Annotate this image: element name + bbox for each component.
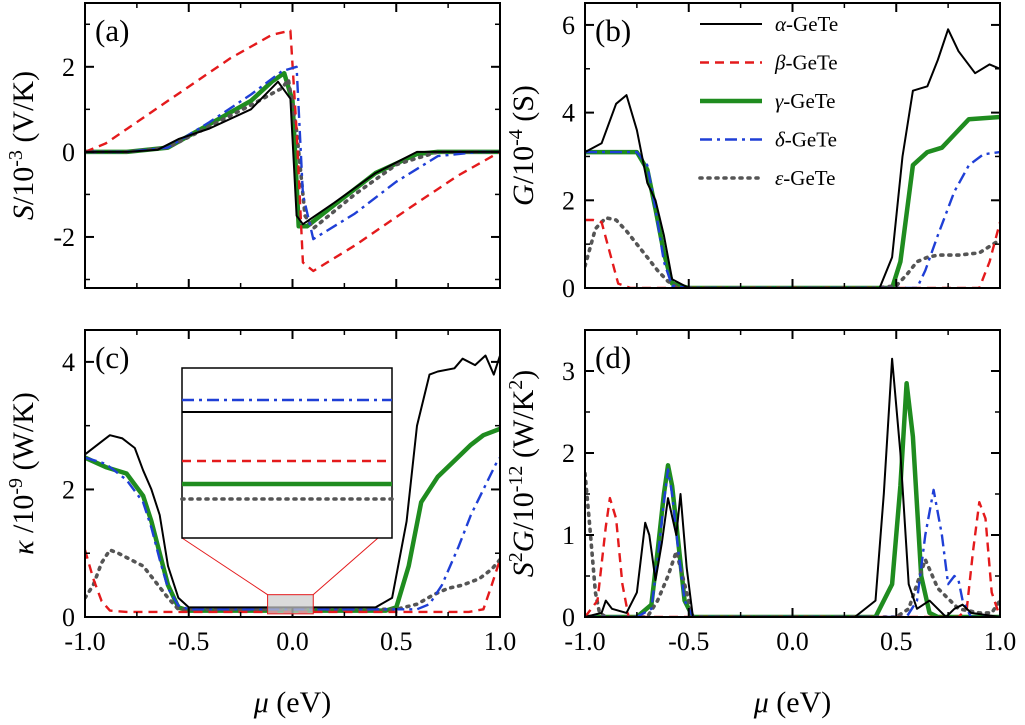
- axes-frame: [584, 329, 1001, 618]
- series-line-β-GeTe: [585, 218, 1000, 288]
- series-line-β-GeTe: [585, 496, 1000, 617]
- x-tick-label: -1.0: [64, 627, 105, 656]
- series-line-ε-GeTe: [85, 77, 500, 231]
- series-line-β-GeTe: [85, 549, 500, 614]
- y-tick-label: 3: [562, 357, 575, 386]
- legend-label: γ-GeTe: [775, 89, 835, 113]
- panel-label: (c): [95, 340, 129, 375]
- series-group: [585, 357, 1000, 617]
- y-tick-label: 0: [62, 138, 75, 167]
- y-tick-label: 6: [562, 11, 575, 40]
- series-line-γ-GeTe: [585, 381, 1000, 617]
- x-tick-label: 1.0: [984, 627, 1017, 656]
- series-group: [585, 28, 1000, 288]
- series-group: [85, 29, 500, 273]
- x-axis-label: μ (eV): [253, 686, 332, 719]
- x-tick-label: 0.0: [776, 627, 809, 656]
- y-tick-label: 4: [62, 348, 75, 377]
- legend: α-GeTe β-GeTe γ-GeTe δ-GeTe ε-GeTe: [698, 12, 838, 190]
- inset: [180, 367, 394, 615]
- series-line-ε-GeTe: [585, 471, 1000, 617]
- zoom-connector: [312, 537, 379, 596]
- series-line-α-GeTe: [585, 357, 1000, 617]
- legend-label: β-GeTe: [774, 51, 838, 75]
- x-tick-label: 1.0: [484, 627, 517, 656]
- y-tick-label: -2: [53, 223, 75, 252]
- legend-label: δ-GeTe: [775, 128, 837, 152]
- legend-label: ε-GeTe: [775, 166, 835, 190]
- zoom-connector: [181, 537, 268, 596]
- y-tick-label: 4: [562, 99, 575, 128]
- panel-label: (a): [95, 13, 129, 48]
- y-axis-label: S2G/10-12 (W/K2): [505, 370, 540, 578]
- x-tick-label: -1.0: [564, 627, 605, 656]
- x-tick-label: 0.5: [880, 627, 913, 656]
- x-axis-label: μ (eV): [753, 686, 832, 719]
- y-tick-label: 2: [562, 186, 575, 215]
- y-tick-label: 0: [562, 274, 575, 303]
- series-line-α-GeTe: [85, 80, 500, 226]
- panel-label: (d): [595, 340, 631, 375]
- series-line-α-GeTe: [585, 28, 1000, 288]
- panel-2: -1.0 -0.5 0.0 0.5 1.0 0 2 4 (c) κ /10-9 (W/K) μ (e…: [5, 329, 517, 719]
- series-line-δ-GeTe: [85, 65, 500, 241]
- series-line-δ-GeTe: [585, 468, 1000, 617]
- y-axis-label: G/10-4 (S): [505, 85, 540, 206]
- y-axis-label: κ /10-9 (W/K): [5, 392, 40, 555]
- panel-label: (b): [595, 13, 631, 48]
- y-tick-label: 1: [562, 521, 575, 550]
- panel-0: -2 0 2 (a) S/10-3 (V/K): [5, 2, 501, 289]
- series-line-ε-GeTe: [85, 548, 500, 612]
- series-line-ε-GeTe: [585, 216, 1000, 288]
- x-tick-label: -0.5: [668, 627, 709, 656]
- y-tick-label: 2: [62, 475, 75, 504]
- zoom-region: [267, 594, 314, 615]
- series-line-α-GeTe: [85, 354, 500, 609]
- y-axis-label: S/10-3 (V/K): [5, 71, 40, 220]
- panel-1: 0 2 4 6 (b) G/10-4 (S): [505, 2, 1001, 303]
- y-tick-label: 2: [62, 53, 75, 82]
- legend-label: α-GeTe: [775, 12, 838, 36]
- y-tick-label: 2: [562, 439, 575, 468]
- y-tick-label: 0: [62, 603, 75, 632]
- x-tick-label: 0.0: [276, 627, 309, 656]
- y-tick-label: 0: [562, 603, 575, 632]
- series-line-β-GeTe: [85, 29, 500, 273]
- x-tick-label: 0.5: [380, 627, 413, 656]
- inset-frame: [181, 367, 393, 539]
- panel-3: -1.0 -0.5 0.0 0.5 1.0 0 1 2 3 (d) S2G/10-12 (W/K2)…: [505, 329, 1017, 719]
- x-tick-label: -0.5: [168, 627, 209, 656]
